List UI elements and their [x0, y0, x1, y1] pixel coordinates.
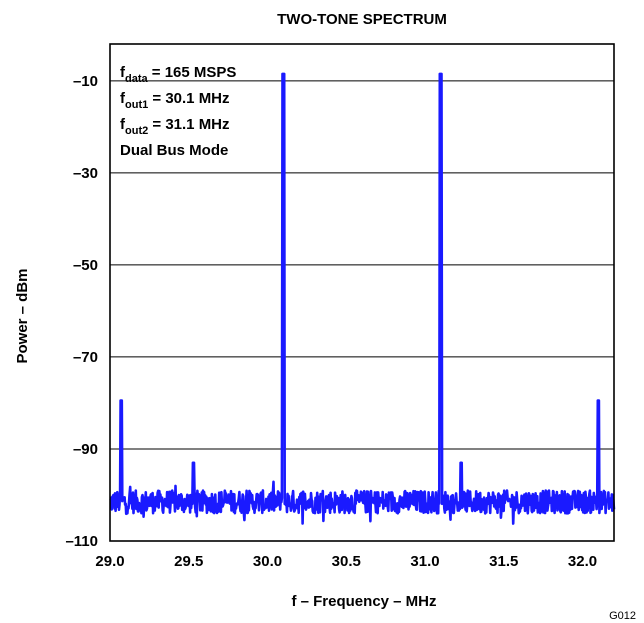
annotation-box: fdata = 165 MSPS fout1 = 30.1 MHz fout2 = … [120, 64, 236, 159]
x-tick-label: 29.5 [174, 553, 203, 570]
plot-area [109, 43, 616, 542]
x-tick-label: 30.5 [332, 553, 361, 570]
y-tick-label: –50 [73, 257, 98, 274]
x-tick-label: 32.0 [568, 553, 597, 570]
x-tick-label: 30.0 [253, 553, 282, 570]
plot-border [109, 43, 615, 542]
y-tick-label: –90 [73, 441, 98, 458]
figure-id: G012 [609, 610, 636, 622]
annotation-line: fout2 = 31.1 MHz [120, 116, 230, 137]
x-tick-labels: 29.0 29.5 30.0 30.5 31.0 31.5 32.0 [95, 553, 597, 570]
annotation-line: fout1 = 30.1 MHz [120, 90, 230, 111]
x-axis-label: f – Frequency – MHz [291, 593, 436, 610]
spectrum-series-line [109, 72, 616, 525]
x-tick-label: 31.0 [410, 553, 439, 570]
y-tick-label: –30 [73, 165, 98, 182]
x-tick-label: 29.0 [95, 553, 124, 570]
y-tick-labels: –10 –30 –50 –70 –90 –110 [65, 73, 98, 550]
y-tick-label: –70 [73, 349, 98, 366]
y-tick-label: –10 [73, 73, 98, 90]
x-tick-label: 31.5 [489, 553, 518, 570]
annotation-line: Dual Bus Mode [120, 142, 228, 159]
y-tick-label: –110 [65, 533, 98, 550]
annotation-line: fdata = 165 MSPS [120, 64, 236, 85]
y-axis-label: Power – dBm [14, 268, 31, 363]
chart-title: TWO-TONE SPECTRUM [277, 11, 447, 28]
grid-lines [110, 80, 614, 450]
